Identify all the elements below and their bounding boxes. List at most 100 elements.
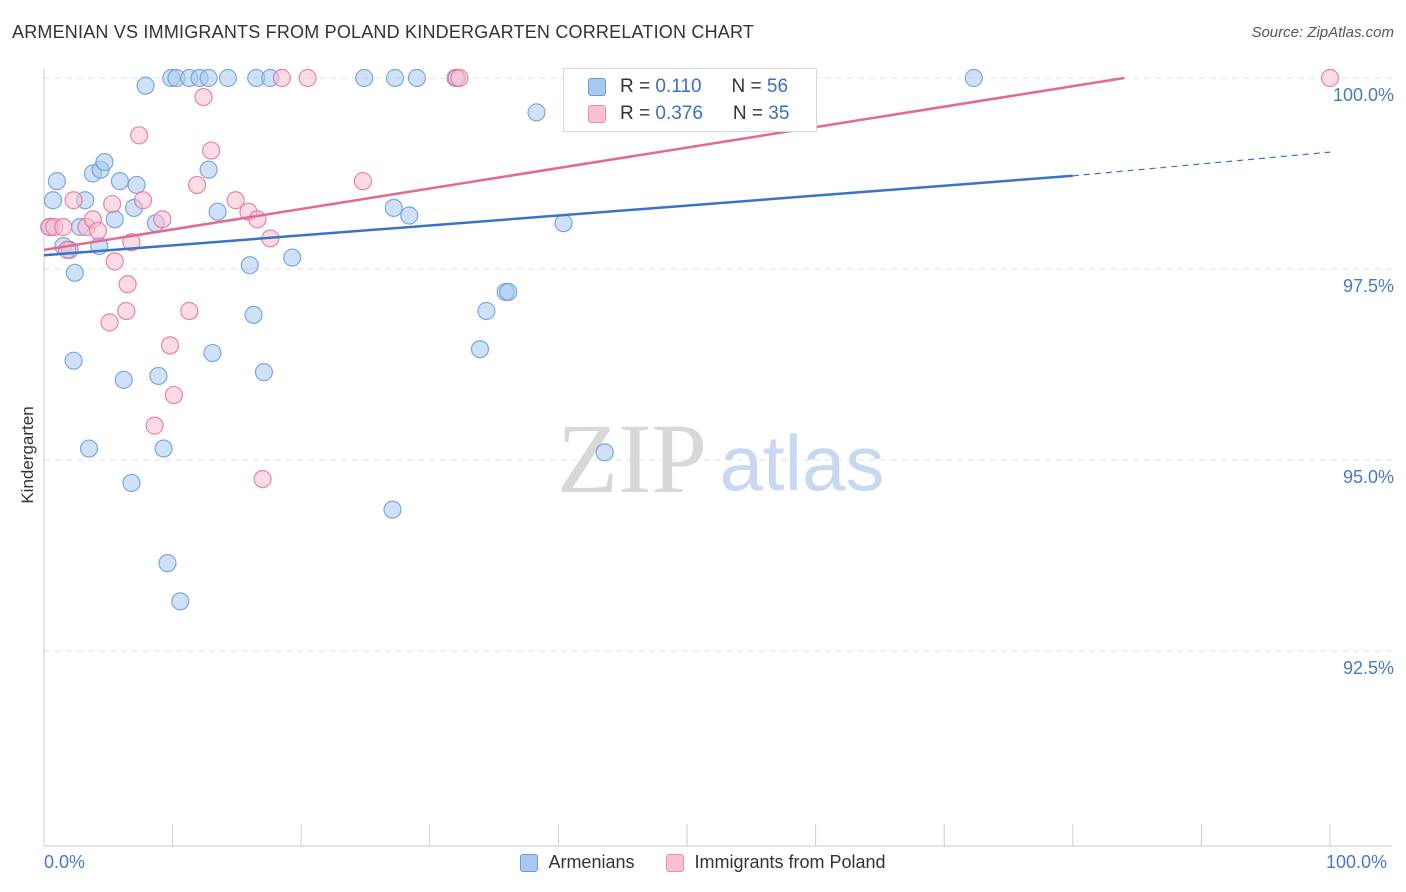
legend-swatch-poland <box>666 853 685 872</box>
point-armenians <box>527 103 546 122</box>
point-poland <box>118 275 137 294</box>
point-armenians <box>199 160 218 179</box>
point-armenians <box>554 214 573 233</box>
point-armenians <box>127 175 146 195</box>
point-armenians <box>477 301 496 321</box>
point-poland <box>130 126 149 145</box>
legend-n-label: N = <box>732 103 769 124</box>
point-poland <box>117 301 136 321</box>
point-poland <box>272 68 292 88</box>
point-armenians <box>149 366 168 386</box>
watermark-atlas: atlas <box>720 419 885 507</box>
point-poland <box>100 313 119 332</box>
point-poland <box>103 194 122 214</box>
data-points <box>40 68 1340 611</box>
legend-swatch-armenians <box>520 853 539 872</box>
point-armenians <box>114 370 133 389</box>
trend-line-armenians-extension <box>1072 151 1331 177</box>
point-armenians <box>105 210 124 229</box>
axes <box>43 68 1392 847</box>
source-label: Source: ZipAtlas.com <box>1251 24 1394 41</box>
chart-title: ARMENIAN VS IMMIGRANTS FROM POLAND KINDE… <box>12 22 755 42</box>
y-tick-label: 92.5% <box>1342 658 1394 678</box>
point-poland <box>298 68 317 88</box>
point-poland <box>202 141 221 160</box>
point-armenians <box>136 76 155 95</box>
point-armenians <box>79 439 99 458</box>
point-armenians <box>964 68 983 88</box>
point-armenians <box>355 68 374 88</box>
point-armenians <box>499 282 518 302</box>
point-armenians <box>283 248 302 267</box>
point-armenians <box>154 439 173 458</box>
series-legend: Armenians Immigrants from Poland <box>0 852 1406 873</box>
point-armenians <box>43 191 63 210</box>
y-tick-label: 97.5% <box>1342 276 1394 296</box>
point-poland <box>133 191 153 210</box>
point-armenians <box>208 202 227 221</box>
point-poland <box>88 221 108 240</box>
point-armenians <box>218 68 237 88</box>
y-axis-label: Kindergarten <box>18 406 37 504</box>
point-armenians <box>65 263 84 282</box>
point-armenians <box>199 68 218 88</box>
point-armenians <box>595 443 614 462</box>
y-tick-label: 100.0% <box>1332 85 1394 105</box>
point-poland <box>64 191 83 210</box>
point-armenians <box>244 305 263 324</box>
legend-row-armenians: R = 0.110 N = 56 <box>588 75 788 99</box>
point-poland <box>122 233 141 252</box>
legend-r-value: 0.110 <box>655 76 702 97</box>
point-armenians <box>158 554 177 573</box>
legend-row-poland: R = 0.376 N = 35 <box>588 102 789 126</box>
point-poland <box>194 87 213 107</box>
legend-r-label: R = <box>620 76 656 97</box>
point-armenians <box>64 351 83 370</box>
point-poland <box>226 191 245 210</box>
point-armenians <box>203 343 222 363</box>
point-poland <box>450 68 469 88</box>
point-armenians <box>171 592 190 611</box>
point-armenians <box>47 172 66 191</box>
legend-r-value: 0.376 <box>655 103 703 124</box>
point-armenians <box>110 172 129 191</box>
point-armenians <box>122 473 141 493</box>
point-armenians <box>407 68 427 88</box>
point-armenians <box>384 198 403 217</box>
trend-line-armenians <box>43 174 1073 257</box>
point-armenians <box>400 206 419 225</box>
point-armenians <box>383 500 402 519</box>
legend-label-armenians: Armenians <box>548 852 635 872</box>
legend-n-value: 35 <box>768 103 790 124</box>
correlation-legend: R = 0.110 N = 56 R = 0.376 N = 35 <box>563 68 817 132</box>
legend-swatch-poland <box>588 105 606 123</box>
point-armenians <box>95 152 114 172</box>
point-poland <box>145 416 164 435</box>
point-poland <box>58 240 77 259</box>
x-tick-label-min: 0.0% <box>44 852 86 872</box>
point-poland <box>54 217 73 237</box>
legend-label-poland: Immigrants from Poland <box>694 852 886 872</box>
point-poland <box>187 175 207 195</box>
point-armenians <box>240 256 259 275</box>
watermark-zip: ZIP <box>557 403 707 514</box>
trend-line-poland <box>43 76 1125 252</box>
point-poland <box>180 301 199 321</box>
point-poland <box>153 210 172 229</box>
legend-n-label: N = <box>731 76 767 97</box>
point-poland <box>253 470 272 489</box>
point-poland <box>1320 68 1340 88</box>
y-tick-label: 95.0% <box>1342 467 1394 487</box>
watermark: ZIP atlas <box>557 403 884 514</box>
point-armenians <box>254 363 274 382</box>
point-poland <box>105 252 124 271</box>
x-tick-label-max: 100.0% <box>1326 852 1388 872</box>
legend-item-armenians: Armenians <box>520 852 634 873</box>
legend-item-poland: Immigrants from Poland <box>666 852 886 873</box>
point-poland <box>353 172 373 191</box>
point-armenians <box>470 340 490 359</box>
legend-r-label: R = <box>620 103 656 124</box>
point-poland <box>248 210 267 229</box>
point-poland <box>160 336 180 355</box>
